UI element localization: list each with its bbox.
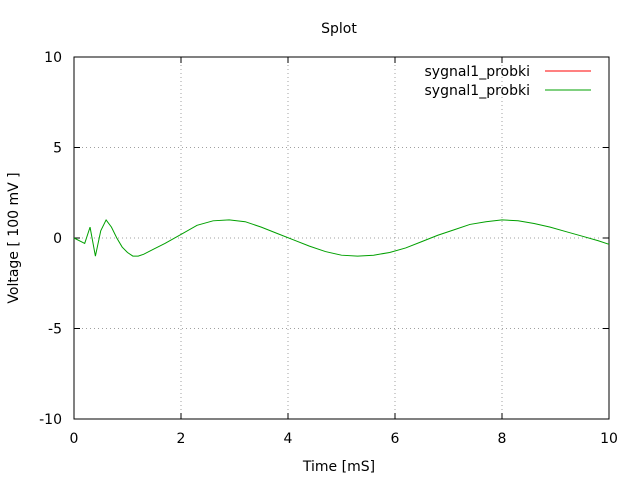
series-group (73, 218, 610, 257)
axis-ticks (73, 56, 610, 420)
legend: sygnal1_probki sygnal1_probki (425, 64, 591, 99)
x-tick-label: 8 (498, 431, 507, 447)
x-tick-label: 6 (391, 431, 400, 447)
series-line-2 (73, 218, 610, 257)
tick-labels: 0 2 4 6 8 10 -10 -5 0 5 10 (39, 50, 618, 447)
x-tick-label: 2 (177, 431, 186, 447)
y-tick-label: 0 (53, 231, 62, 247)
x-axis-label: Time [mS] (302, 459, 375, 475)
x-tick-label: 10 (600, 431, 618, 447)
x-tick-label: 4 (284, 431, 293, 447)
grid (74, 57, 609, 419)
y-tick-label: 5 (53, 141, 62, 157)
y-tick-label: -5 (48, 322, 62, 338)
x-tick-label: 0 (70, 431, 79, 447)
legend-label: sygnal1_probki (425, 64, 531, 80)
chart-title: Splot (321, 21, 357, 37)
y-axis-label: Voltage [ 100 mV ] (6, 172, 22, 303)
y-tick-label: 10 (44, 50, 62, 66)
legend-label: sygnal1_probki (425, 83, 531, 99)
y-tick-label: -10 (39, 412, 62, 428)
